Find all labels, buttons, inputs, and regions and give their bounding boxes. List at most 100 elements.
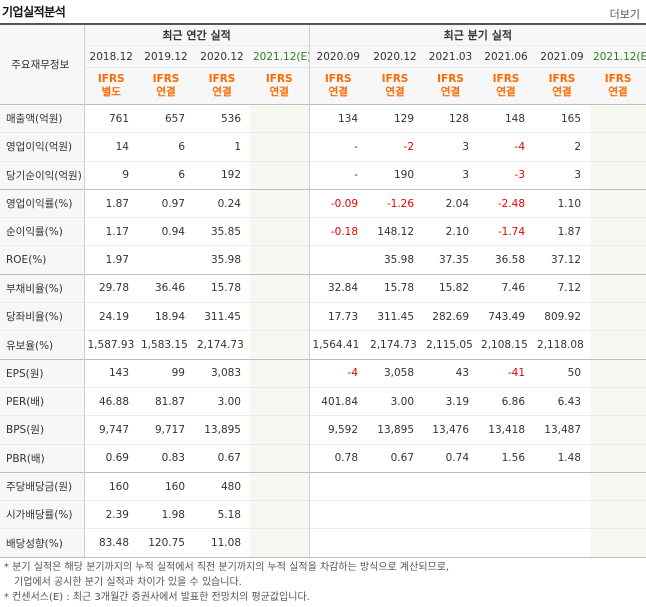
table-cell: [250, 330, 310, 360]
table-cell: [590, 387, 646, 416]
table-cell: [250, 415, 310, 445]
table-cell: 0.97: [161, 197, 185, 210]
table-cell: [590, 161, 646, 190]
table-row: PBR(배) 0.69 0.83 0.67 0.78 0.67 0.74 1.56 1.48: [0, 444, 646, 473]
table-cell: 9,592: [327, 423, 359, 436]
table-cell: 165: [560, 112, 582, 125]
table-cell: [250, 528, 310, 558]
table-cell: 1.10: [557, 197, 582, 210]
more-link[interactable]: 더보기: [609, 8, 640, 21]
table-cell: 2,174.73: [370, 339, 417, 352]
period-row: 2018.12 2019.12 2020.12 2021.12(E) 2020.09 20…: [0, 45, 646, 68]
table-cell: [250, 444, 310, 473]
row-label: 영업이익(억원): [0, 132, 85, 162]
row-label: 배당성향(%): [0, 528, 85, 558]
table-cell: 43: [455, 367, 470, 380]
table-cell: 282.69: [432, 310, 470, 323]
table-cell: 0.83: [161, 452, 185, 465]
annual-group-header: 최근 연간 실적: [84, 24, 310, 46]
table-row: 유보율(%) 1,587.93 1,583.15 2,174.73 1,564.41 2,…: [0, 330, 646, 360]
table-cell: 1,587.93: [87, 339, 135, 352]
table-cell: [590, 415, 646, 445]
ifrs-standard: IFRS: [97, 73, 125, 85]
table-cell: 134: [337, 112, 359, 125]
table-row: 배당성향(%) 83.48 120.75 11.08: [0, 528, 646, 558]
period-header: 2021.12(E): [250, 45, 310, 68]
table-cell: 0.67: [390, 452, 415, 465]
table-cell: 2.10: [445, 225, 470, 238]
table-row: 영업이익(억원) 14 6 1 - -2 3 -4 2: [0, 132, 646, 162]
table-row: 순이익률(%) 1.17 0.94 35.85 -0.18 148.12 2.10 -1.74…: [0, 217, 646, 246]
row-label: 순이익률(%): [0, 217, 85, 246]
table-cell: 17.73: [327, 310, 359, 323]
table-cell: 743.49: [488, 310, 526, 323]
footnote-3: * 컨센서스(E) : 최근 3개월간 증권사에서 발표한 전망치의 평균값입니…: [4, 592, 310, 603]
table-cell: 761: [108, 112, 129, 125]
table-cell: -: [354, 140, 359, 153]
table-cell: 2,115.05: [426, 339, 473, 352]
ifrs-standard: IFRS: [208, 73, 236, 85]
table-cell: 13,487: [544, 423, 582, 436]
table-cell: 1,583.15: [141, 339, 188, 352]
row-label: 주당배당금(원): [0, 472, 85, 501]
table-cell: [309, 501, 367, 529]
table-cell: [250, 500, 310, 529]
row-label: 영업이익률(%): [0, 189, 85, 218]
table-cell: 1.87: [105, 197, 129, 210]
table-cell: 7.12: [557, 282, 582, 295]
ifrs-standard: IFRS: [437, 73, 464, 85]
table-cell: 0.24: [217, 197, 241, 210]
table-cell: 148.12: [377, 225, 415, 238]
table-cell: 160: [164, 480, 185, 493]
table-cell: 311.45: [377, 310, 415, 323]
table-cell: 2.04: [445, 197, 470, 210]
table-cell: 36.46: [154, 282, 185, 295]
table-cell: 13,895: [377, 423, 415, 436]
table-cell: 99: [171, 367, 185, 380]
ifrs-header: IFRS 연결: [194, 67, 250, 105]
ifrs-header: IFRS 연결: [534, 67, 591, 105]
table-cell: 2,118.08: [537, 339, 584, 352]
table-cell: 14: [115, 140, 129, 153]
table-cell: 3: [462, 140, 470, 153]
table-cell: 37.12: [550, 254, 582, 267]
ifrs-scope: 연결: [385, 86, 405, 98]
table-cell: 9,747: [98, 423, 129, 436]
table-cell: 311.45: [204, 310, 241, 323]
table-cell: [590, 500, 646, 529]
ifrs-header: IFRS 연결: [367, 67, 424, 105]
table-cell: [590, 302, 646, 331]
period-header: 2019.12: [138, 45, 194, 68]
table-cell: [590, 132, 646, 162]
ifrs-scope: 연결: [328, 86, 348, 98]
table-cell: -2.48: [497, 197, 526, 210]
table-cell: -0.18: [330, 225, 359, 238]
table-cell: 29.78: [98, 282, 129, 295]
table-cell: [250, 302, 310, 331]
table-cell: 2,108.15: [481, 339, 528, 352]
table-cell: [250, 359, 310, 388]
table-cell: 15.78: [210, 282, 241, 295]
table-cell: [478, 501, 534, 529]
table-cell: [590, 274, 646, 303]
table-cell: [590, 359, 646, 388]
table-cell: 1,564.41: [312, 339, 360, 352]
table-row: 영업이익률(%) 1.87 0.97 0.24 -0.09 -1.26 2.04 -2.48 1…: [0, 189, 646, 218]
table-cell: 0.94: [161, 225, 185, 238]
table-cell: [590, 104, 646, 133]
table-row: 당좌비율(%) 24.19 18.94 311.45 17.73 311.45 282.69…: [0, 302, 646, 331]
table-cell: [309, 472, 367, 500]
table-cell: 7.46: [501, 282, 526, 295]
table-cell: 50: [567, 367, 582, 380]
ifrs-header: IFRS 연결: [138, 67, 194, 105]
table-cell: 15.78: [383, 282, 415, 295]
table-cell: 809.92: [544, 310, 582, 323]
period-header: 2021.03: [423, 45, 479, 68]
table-cell: 1.48: [557, 452, 582, 465]
row-label: PER(배): [0, 387, 85, 416]
row-label: 부채비율(%): [0, 274, 85, 303]
table-body: 매출액(억원) 761 657 536 134 129 128 148 165 영업이익(억원) 1…: [0, 104, 646, 558]
table-cell: -1.74: [497, 225, 526, 238]
table-cell: -0.09: [330, 197, 359, 210]
table-cell: 480: [220, 480, 241, 493]
